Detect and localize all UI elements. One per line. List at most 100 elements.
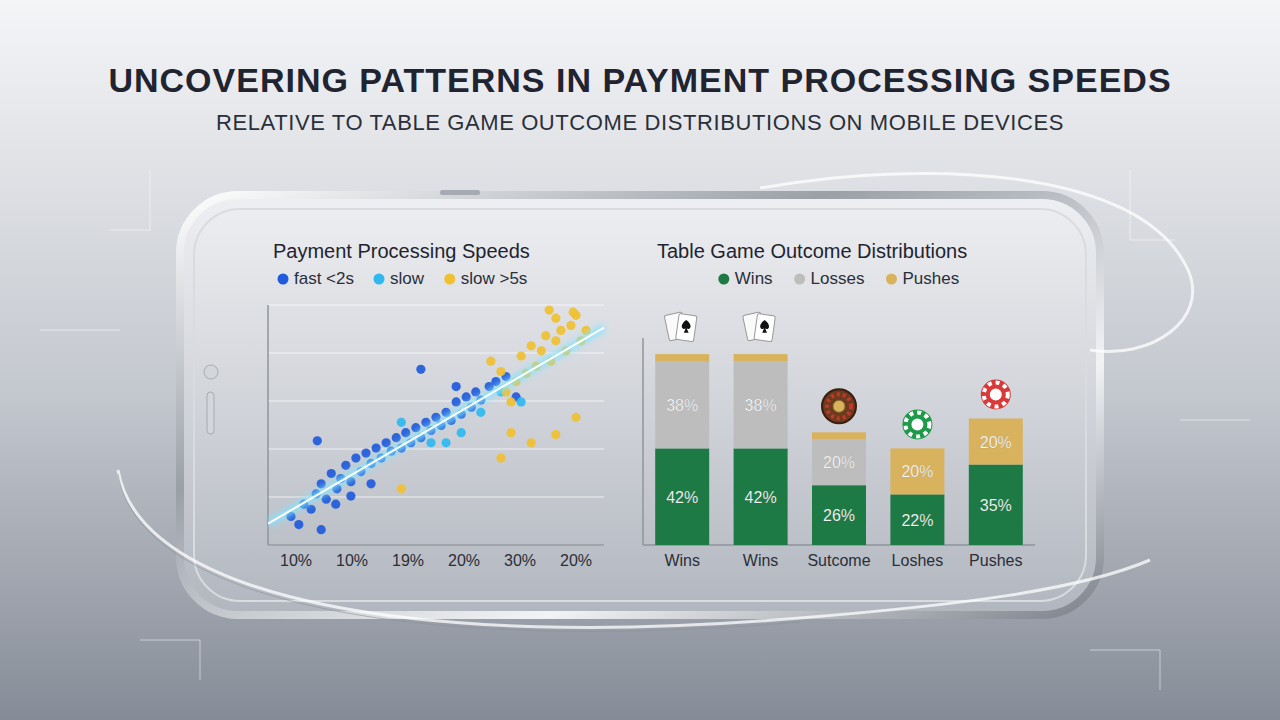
scatter-point: [452, 382, 461, 391]
legend-marker: [444, 274, 455, 285]
scatter-point: [571, 413, 580, 422]
scatter-point: [506, 397, 515, 406]
scatter-point: [476, 408, 485, 417]
bar-segment: [812, 485, 866, 545]
scatter-point: [397, 484, 406, 493]
data-label: 38%: [666, 397, 698, 414]
subtitle: RELATIVE TO TABLE GAME OUTCOME DISTRIBUT…: [216, 110, 1064, 135]
tick-label: 20%: [448, 552, 480, 569]
circuit-line: [1130, 170, 1175, 240]
page: UNCOVERING PATTERNS IN PAYMENT PROCESSIN…: [0, 0, 1280, 720]
scatter-point: [307, 505, 316, 514]
scatter-point: [322, 495, 331, 504]
swoosh: [118, 474, 800, 631]
swooshes: [118, 173, 1193, 631]
scatter-point: [496, 454, 505, 463]
scatter-point: [471, 387, 480, 396]
data-label: 20%: [901, 463, 933, 480]
bar-segment: [890, 448, 944, 494]
circuit-line: [40, 330, 120, 331]
bar-segment: [734, 361, 788, 448]
x-axis: [268, 544, 604, 546]
scatter-point: [317, 525, 326, 534]
scatter-point: [371, 443, 380, 452]
scatter-plot-area: [268, 305, 604, 534]
legend-label: fast <2s: [294, 269, 354, 288]
chip: [981, 380, 1011, 410]
scatter-point: [545, 305, 554, 314]
scatter-point: [496, 367, 505, 376]
bar-segment: [812, 432, 866, 439]
grid-line: [268, 449, 604, 450]
wheel-ring: [827, 394, 851, 418]
trend-glow: [268, 328, 604, 524]
icon-chip-red: [981, 380, 1011, 410]
phone-frame: [180, 195, 1100, 615]
legend: WinsLossesPushes: [718, 269, 959, 288]
swoosh: [760, 173, 1193, 351]
scatter-point: [566, 321, 575, 330]
bar-segment: [734, 448, 788, 545]
bar-segment: [655, 354, 709, 361]
legend-marker: [374, 274, 385, 285]
circuit-line: [1090, 650, 1160, 690]
bar-segment: [969, 465, 1023, 546]
wheel-hub: [833, 400, 845, 412]
chart-title: Table Game Outcome Distributions: [657, 240, 967, 262]
scatter-point: [527, 341, 536, 350]
bar-segment: [969, 419, 1023, 465]
scatter-point: [366, 479, 375, 488]
tick-label: 19%: [392, 552, 424, 569]
legend-marker: [718, 274, 729, 285]
scatter-point: [361, 448, 370, 457]
card: [676, 314, 697, 342]
data-label: 20%: [823, 454, 855, 471]
tick-label: 10%: [336, 552, 368, 569]
scatter-point: [327, 469, 336, 478]
icon-cards: [743, 312, 776, 342]
card: [754, 314, 775, 342]
y-axis: [642, 338, 644, 545]
bar-segment: [655, 361, 709, 448]
scatter-point: [551, 314, 560, 323]
scatter-point: [392, 433, 401, 442]
scatter-point: [569, 308, 578, 317]
phone-screen-edge: [194, 209, 1086, 601]
tick-label: Wins: [743, 552, 779, 569]
chart-title: Payment Processing Speeds: [273, 240, 530, 262]
icon-chip-green: [902, 409, 932, 439]
chip-edge: [984, 383, 1008, 407]
data-label: 38%: [745, 397, 777, 414]
legend-marker: [794, 274, 805, 285]
legend-label: slow >5s: [461, 269, 528, 288]
phone-camera: [204, 365, 218, 379]
scatter-point: [416, 365, 425, 374]
tick-label: Wins: [664, 552, 700, 569]
scatter-point: [551, 336, 560, 345]
data-label: 20%: [980, 434, 1012, 451]
tick-label: Sutcome: [807, 552, 870, 569]
legend-marker: [886, 274, 897, 285]
y-axis: [267, 305, 269, 545]
bar-chart: Table Game Outcome DistributionsWinsLoss…: [643, 240, 1035, 569]
circuit-line: [110, 170, 150, 230]
wheel: [822, 389, 856, 423]
circuit-lines: [40, 170, 1250, 690]
legend-label: slow: [390, 269, 425, 288]
scatter-point: [506, 428, 515, 437]
background: [0, 0, 1280, 720]
tick-label: 20%: [560, 552, 592, 569]
phone-button: [440, 190, 480, 195]
legend-label: Losses: [811, 269, 865, 288]
scatter-point: [397, 418, 406, 427]
chip: [902, 409, 932, 439]
icon-roulette: [822, 389, 856, 423]
scatter-point: [452, 397, 461, 406]
scatter-chart: Payment Processing Speeds fast <2s slow slo…: [268, 240, 604, 569]
circuit-line: [140, 640, 200, 680]
scatter-point: [517, 352, 526, 361]
bar-plot-area: [655, 354, 1023, 545]
grid-line: [268, 401, 604, 402]
scatter-point: [346, 491, 355, 500]
spade-icon: [682, 320, 691, 333]
